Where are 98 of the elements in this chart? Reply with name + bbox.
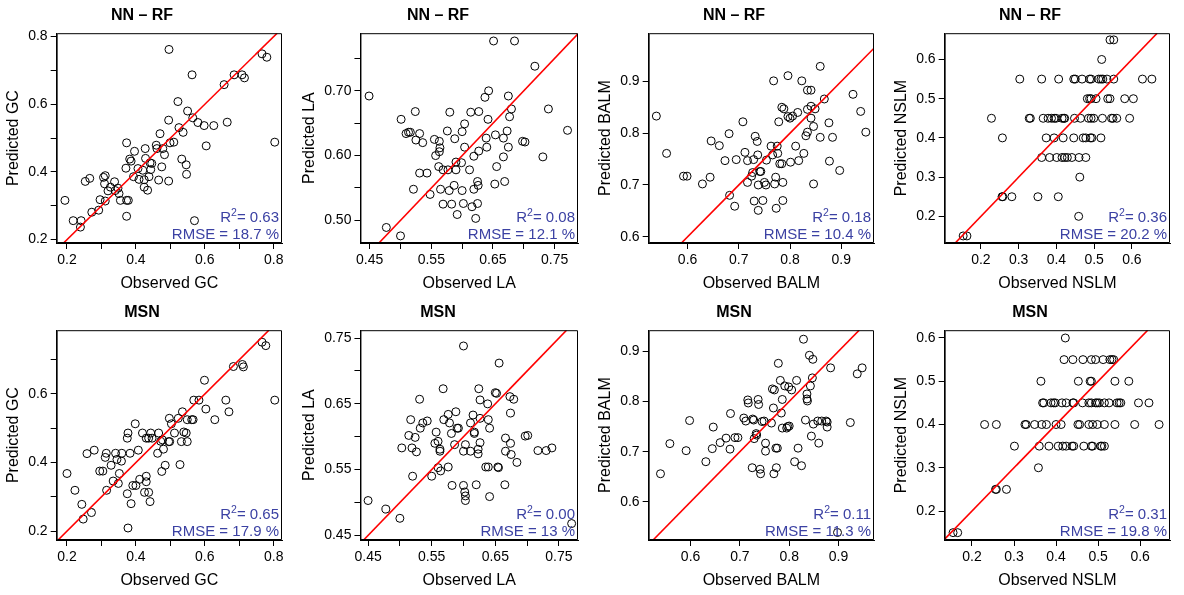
chart-title: MSN <box>124 303 160 321</box>
chart-title: NN – RF <box>998 6 1062 24</box>
chart-title: MSN <box>420 303 456 321</box>
y-axis-title: Predicted NSLM <box>892 79 910 197</box>
x-tick-label: 0.4 <box>126 251 146 268</box>
y-tick-label: 0.9 <box>620 342 640 359</box>
x-tick-label: 0.3 <box>1004 548 1024 565</box>
y-tick-label: 0.6 <box>28 95 48 112</box>
x-tick-label: 0.65 <box>481 548 510 565</box>
y-axis-title: Predicted BALM <box>596 80 614 196</box>
x-tick-label: 0.55 <box>417 251 446 268</box>
x-tick-label: 0.8 <box>779 548 800 565</box>
x-tick-label: 0.7 <box>730 548 750 565</box>
x-tick-label: 0.6 <box>195 251 215 268</box>
y-tick-label: 0.6 <box>28 384 48 401</box>
x-tick-label: 0.6 <box>195 548 215 565</box>
x-tick-label: 0.4 <box>1046 251 1067 268</box>
annotation: RMSE = 19.8 % <box>1059 522 1168 539</box>
y-axis-title: Predicted LA <box>300 388 318 481</box>
x-tick-label: 0.55 <box>418 548 446 565</box>
x-tick-label: 0.2 <box>962 548 982 565</box>
y-axis-title: Predicted NSLM <box>892 376 910 494</box>
y-tick-label: 0.65 <box>324 394 352 411</box>
x-tick-label: 0.9 <box>831 251 852 268</box>
x-tick-label: 0.65 <box>479 251 507 268</box>
y-tick-label: 0.70 <box>324 81 352 98</box>
x-axis-title: Observed NSLM <box>998 570 1117 588</box>
x-axis-title: Observed NSLM <box>998 273 1117 291</box>
x-tick-label: 0.8 <box>780 251 800 268</box>
annotation: RMSE = 12.1 % <box>467 225 576 242</box>
y-tick-label: 0.2 <box>916 207 936 224</box>
annotation: RMSE = 18.7 % <box>171 225 280 242</box>
chart-title: NN – RF <box>110 6 174 24</box>
x-tick-label: 0.9 <box>828 548 849 565</box>
annotation: RMSE = 13 % <box>480 522 575 539</box>
x-tick-label: 0.8 <box>264 548 284 565</box>
x-tick-label: 0.45 <box>356 251 384 268</box>
chart-title: NN – RF <box>406 6 470 24</box>
y-tick-label: 0.55 <box>324 460 352 477</box>
x-axis-title: Observed GC <box>120 570 219 588</box>
y-tick-label: 0.2 <box>28 521 48 538</box>
y-tick-label: 0.8 <box>620 124 640 141</box>
x-tick-label: 0.6 <box>680 548 701 565</box>
x-tick-label: 0.5 <box>1088 548 1109 565</box>
y-tick-label: 0.4 <box>916 415 936 432</box>
x-axis-title: Observed LA <box>422 273 517 291</box>
x-axis-title: Observed GC <box>120 273 219 291</box>
y-tick-label: 0.9 <box>620 72 640 89</box>
y-axis-title: Predicted LA <box>300 91 318 184</box>
x-tick-label: 0.6 <box>1122 251 1142 268</box>
y-axis-title: Predicted BALM <box>596 377 614 493</box>
y-tick-label: 0.5 <box>916 89 936 106</box>
y-tick-label: 0.3 <box>916 167 936 184</box>
x-axis-title: Observed LA <box>422 570 517 588</box>
y-tick-label: 0.6 <box>916 328 936 345</box>
x-tick-label: 0.3 <box>1008 251 1029 268</box>
y-tick-label: 0.45 <box>324 526 352 543</box>
y-tick-label: 0.6 <box>916 50 936 67</box>
x-tick-label: 0.75 <box>545 548 573 565</box>
annotation: RMSE = 17.9 % <box>171 522 280 539</box>
x-tick-label: 0.6 <box>677 251 698 268</box>
x-axis-title: Observed BALM <box>702 570 821 588</box>
x-tick-label: 0.2 <box>971 251 991 268</box>
y-tick-label: 0.3 <box>916 458 936 475</box>
y-axis-title: Predicted GC <box>4 90 22 187</box>
x-tick-label: 0.7 <box>729 251 749 268</box>
y-tick-label: 0.4 <box>28 453 48 470</box>
x-tick-label: 0.6 <box>1130 548 1151 565</box>
y-tick-label: 0.7 <box>620 175 640 192</box>
y-tick-label: 0.8 <box>620 392 640 409</box>
x-tick-label: 0.4 <box>126 548 146 565</box>
x-tick-label: 0.75 <box>540 251 569 268</box>
y-tick-label: 0.75 <box>324 328 352 345</box>
y-tick-label: 0.4 <box>916 128 936 145</box>
x-axis-title: Observed BALM <box>702 273 821 291</box>
x-tick-label: 0.4 <box>1046 548 1067 565</box>
y-tick-label: 0.2 <box>916 501 936 518</box>
x-tick-label: 0.8 <box>264 251 284 268</box>
y-axis-title: Predicted GC <box>4 387 22 484</box>
y-tick-label: 0.4 <box>28 162 48 179</box>
x-tick-label: 0.2 <box>57 251 77 268</box>
chart-title: NN – RF <box>702 6 766 24</box>
chart-title: MSN <box>1012 303 1048 321</box>
y-tick-label: 0.60 <box>324 146 352 163</box>
annotation: RMSE = 20.2 % <box>1059 225 1168 242</box>
x-tick-label: 0.45 <box>354 548 382 565</box>
y-tick-label: 0.2 <box>28 230 48 247</box>
x-tick-label: 0.5 <box>1084 251 1105 268</box>
annotation: RMSE = 10.4 % <box>763 225 872 242</box>
y-tick-label: 0.7 <box>620 442 640 459</box>
y-tick-label: 0.8 <box>28 27 48 44</box>
y-tick-label: 0.6 <box>620 492 640 509</box>
chart-title: MSN <box>716 303 752 321</box>
x-tick-label: 0.2 <box>57 548 77 565</box>
y-tick-label: 0.5 <box>916 372 936 389</box>
y-tick-label: 0.50 <box>324 211 352 228</box>
y-tick-label: 0.6 <box>620 227 640 244</box>
annotation: RMSE = 11.3 % <box>764 522 872 539</box>
